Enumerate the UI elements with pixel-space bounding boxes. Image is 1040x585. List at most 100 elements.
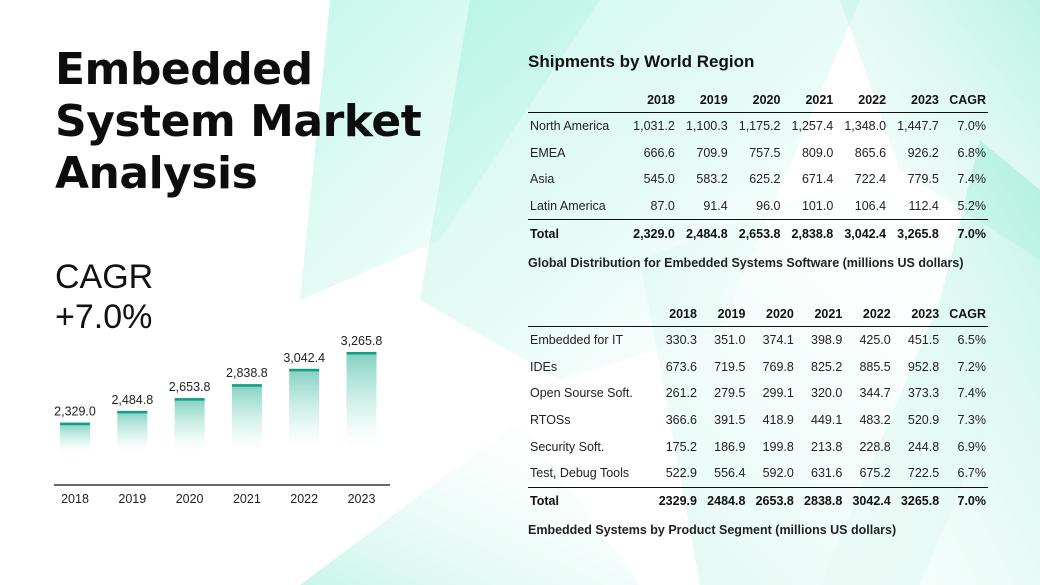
- column-header: 2018: [650, 302, 699, 327]
- bar-value-label: 2,838.8: [226, 366, 268, 380]
- table-row: IDEs 673.6 719.5 769.8 825.2 885.5 952.8 7.2%: [528, 354, 988, 381]
- total-cell: 3265.8: [892, 486, 942, 515]
- table-cell: 106.4: [854, 199, 887, 214]
- column-header: 2018: [624, 88, 677, 113]
- row-label: EMEA: [530, 145, 566, 160]
- bar-top-line: [289, 368, 320, 372]
- x-tick-label: 2019: [118, 492, 146, 506]
- column-header: 2022: [844, 302, 893, 327]
- table-cell: 583.2: [696, 172, 728, 187]
- table-row: Security Soft. 175.2 186.9 199.8 213.8 228.8 2…: [528, 433, 988, 460]
- table-cell: 373.3: [907, 386, 940, 401]
- table-cell: 91.4: [703, 199, 728, 214]
- total-cell: 7.0%: [941, 486, 988, 515]
- column-header: [528, 88, 625, 113]
- row-label: IDEs: [530, 359, 558, 374]
- table-cell: 374.1: [762, 333, 794, 348]
- table-cell: 425.0: [859, 333, 891, 348]
- table-cell: 351.0: [714, 333, 746, 348]
- column-header: CAGR: [941, 302, 988, 327]
- row-label: Latin America: [530, 199, 606, 214]
- total-cell: 7.0%: [940, 219, 988, 247]
- bar-value-label: 2,484.8: [111, 393, 153, 407]
- table-cell: 865.6: [854, 145, 887, 160]
- column-header: 2019: [676, 88, 730, 113]
- table-cell: 7.3%: [957, 413, 987, 428]
- bar: [60, 422, 90, 455]
- row-label: North America: [530, 119, 610, 134]
- table-cell: 451.5: [907, 333, 940, 348]
- x-tick-label: 2022: [290, 492, 318, 506]
- total-label: Total: [528, 486, 651, 515]
- table-cell: 7.2%: [957, 359, 987, 374]
- bar-value-label: 3,265.8: [341, 334, 383, 348]
- table-cell: 199.8: [762, 439, 794, 454]
- table1-title: Shipments by World Region: [528, 52, 755, 71]
- cagr-label: CAGR: [55, 258, 154, 296]
- bar-top-line: [60, 422, 90, 426]
- row-label: Open Sourse Soft.: [530, 386, 633, 401]
- table-row: Test, Debug Tools 522.9 556.4 592.0 631.6 675…: [528, 460, 988, 487]
- bar-value-label: 2,653.8: [169, 380, 211, 394]
- table-cell: 779.5: [907, 172, 939, 187]
- table-cell: 6.5%: [957, 333, 987, 348]
- header-row: 2018 2019 2020 2021 2022 2023 CAGR: [528, 302, 988, 327]
- table-cell: 1,348.0: [844, 119, 887, 134]
- row-label: Asia: [530, 172, 555, 187]
- total-row: Total 2329.9 2484.8 2653.8 2838.8 3042.4 3265.…: [528, 486, 988, 515]
- total-row: Total 2,329.0 2,484.8 2,653.8 2,838.8 3,042.4…: [528, 219, 988, 247]
- table-cell: 344.7: [859, 386, 891, 401]
- table-cell: 175.2: [665, 439, 697, 454]
- bar: [174, 398, 205, 455]
- product-segment-table: 2018 2019 2020 2021 2022 2023 CAGR Embedded for…: [528, 302, 988, 515]
- column-header: 2021: [782, 88, 836, 113]
- x-tick-label: 2023: [348, 492, 376, 506]
- column-header: [528, 302, 651, 327]
- table-cell: 671.4: [801, 172, 834, 187]
- table-cell: 112.4: [908, 199, 939, 214]
- cagr-value: +7.0%: [55, 298, 153, 336]
- table-cell: 391.5: [714, 413, 746, 428]
- table-cell: 520.9: [907, 413, 940, 428]
- region-shipments-table: 2018 2019 2020 2021 2022 2023 CAGR North Americ…: [528, 88, 988, 247]
- bar-value-label: 2,329.0: [54, 405, 96, 419]
- header-row: 2018 2019 2020 2021 2022 2023 CAGR: [528, 88, 988, 113]
- table-cell: 545.0: [643, 172, 675, 187]
- table-row: EMEA 666.6 709.9 757.5 809.0 865.6 926.2 6.8%: [528, 140, 988, 167]
- column-header: CAGR: [940, 88, 988, 113]
- table-cell: 7.0%: [957, 119, 987, 134]
- table-cell: 330.3: [665, 333, 697, 348]
- table-cell: 213.8: [811, 439, 843, 454]
- table-cell: 719.5: [714, 359, 746, 374]
- table-cell: 809.0: [801, 145, 834, 160]
- table1-caption: Global Distribution for Embedded Systems…: [528, 256, 964, 270]
- bar-top-line: [117, 410, 148, 414]
- table-cell: 1,175.2: [738, 119, 781, 134]
- x-tick-label: 2018: [61, 492, 89, 506]
- table-row: North America 1,031.2 1,100.3 1,175.2 1,257.…: [528, 113, 988, 140]
- column-header: 2022: [835, 88, 889, 113]
- bar: [289, 368, 320, 455]
- table-cell: 418.9: [762, 413, 794, 428]
- table-row: RTOSs 366.6 391.5 418.9 449.1 483.2 520.9 7.3%: [528, 407, 988, 434]
- bar-chart: 2,329.0 2018 2,484.8 2019 2,653.8 2020 2,838.8…: [54, 334, 390, 506]
- total-cell: 2,329.0: [624, 219, 677, 247]
- table-cell: 449.1: [811, 413, 843, 428]
- table-row: Asia 545.0 583.2 625.2 671.4 722.4 779.5 7.4%: [528, 166, 988, 193]
- row-label: RTOSs: [530, 413, 571, 428]
- table-cell: 244.8: [907, 439, 940, 454]
- total-cell: 3,042.4: [835, 219, 889, 247]
- bar-top-line: [346, 352, 377, 355]
- column-header: 2023: [888, 88, 941, 113]
- total-cell: 2329.9: [650, 486, 699, 515]
- column-header: 2021: [795, 302, 845, 327]
- table-cell: 483.2: [859, 413, 891, 428]
- table-row: Latin America 87.0 91.4 96.0 101.0 106.4 112.4…: [528, 193, 988, 220]
- table-cell: 5.2%: [957, 199, 987, 214]
- total-cell: 3042.4: [844, 486, 893, 515]
- bar: [231, 384, 262, 455]
- table-cell: 1,031.2: [633, 119, 675, 134]
- column-header: 2020: [729, 88, 783, 113]
- table-cell: 186.9: [714, 439, 746, 454]
- table-cell: 6.9%: [957, 439, 987, 454]
